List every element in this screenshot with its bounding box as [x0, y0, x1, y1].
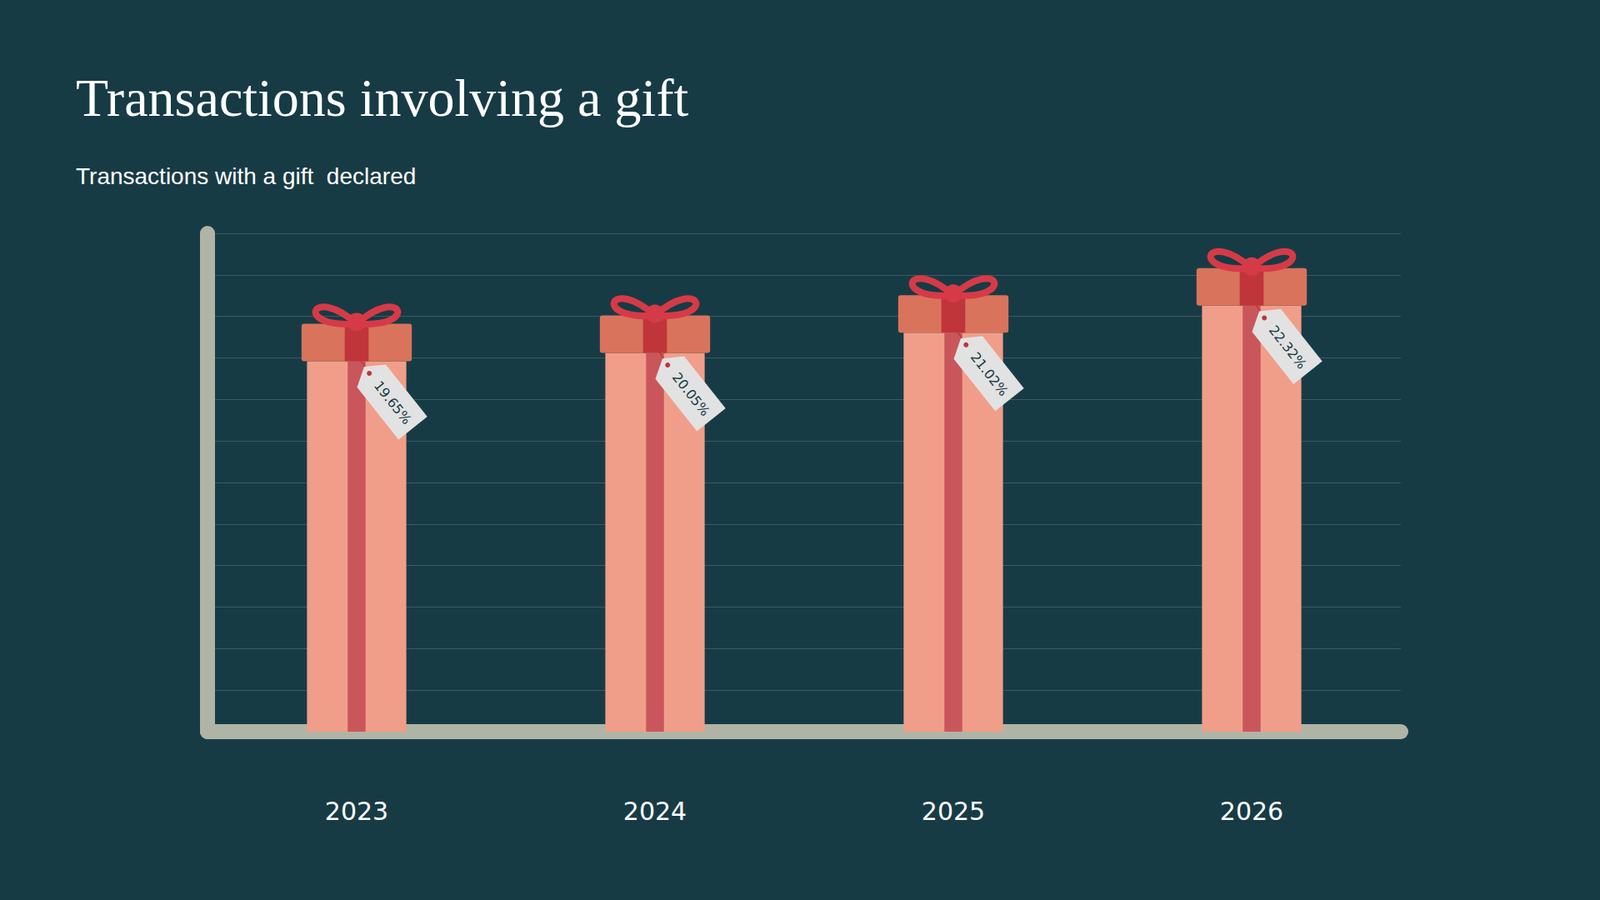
svg-text:20.05%: 20.05%	[669, 369, 714, 420]
svg-text:2023: 2023	[325, 796, 389, 826]
svg-text:Transactions with a gift decl: Transactions with a gift declared	[75, 163, 416, 190]
svg-text:22.32%: 22.32%	[1265, 322, 1310, 373]
svg-text:21.02%: 21.02%	[967, 349, 1012, 400]
svg-text:2026: 2026	[1220, 796, 1284, 826]
svg-text:19.65%: 19.65%	[370, 377, 415, 428]
svg-text:2025: 2025	[921, 796, 985, 826]
svg-text:Transactions involving a gift: Transactions involving a gift	[75, 68, 690, 128]
svg-text:2024: 2024	[623, 796, 687, 826]
